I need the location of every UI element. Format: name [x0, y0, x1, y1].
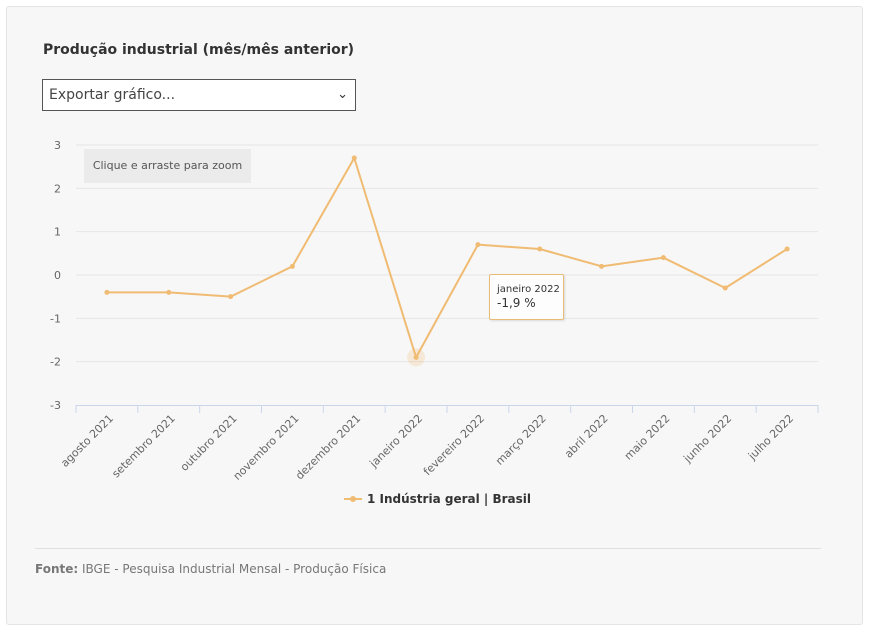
export-select-value: Exportar gráfico...: [49, 87, 176, 103]
y-tick-label: 1: [54, 226, 61, 239]
source-label: Fonte:: [35, 562, 79, 576]
y-tick-label: -1: [50, 312, 61, 325]
divider: [35, 548, 821, 549]
data-point: [166, 289, 172, 295]
zoom-hint: Clique e arraste para zoom: [84, 149, 251, 183]
data-point: [104, 289, 110, 295]
data-point: [537, 246, 543, 252]
y-axis-ticks: 3 2 1 0 -1 -2 -3: [50, 139, 61, 412]
series-line: [105, 157, 789, 359]
x-axis: [75, 405, 819, 413]
series-lines: [104, 155, 790, 367]
x-tick-label: dezembro 2021: [293, 412, 363, 482]
export-chart-select[interactable]: Exportar gráfico... ⌄: [42, 79, 356, 111]
data-point: [475, 242, 481, 248]
x-tick-label: janeiro 2022: [366, 412, 425, 471]
source-note: Fonte: IBGE - Pesquisa Industrial Mensal…: [35, 562, 386, 576]
legend-item[interactable]: 1 Indústria geral | Brasil: [344, 492, 531, 506]
chevron-down-icon: ⌄: [337, 87, 348, 102]
tooltip-value: -1,9 %: [497, 296, 536, 310]
y-tick-label: -2: [50, 356, 61, 369]
source-text: IBGE - Pesquisa Industrial Mensal - Prod…: [82, 562, 387, 576]
x-tick-label: julho 2022: [745, 412, 796, 463]
data-point: [599, 263, 605, 269]
legend-swatch-icon: [344, 494, 362, 504]
data-point: [660, 255, 666, 261]
data-point: [351, 155, 357, 161]
data-point: [784, 246, 790, 252]
x-tick-label: agosto 2021: [58, 412, 116, 470]
tooltip: janeiro 2022 -1,9 %: [489, 274, 564, 320]
tooltip-label: janeiro 2022: [497, 284, 560, 295]
y-tick-label: -3: [50, 399, 61, 412]
chart-grid: [76, 144, 818, 363]
data-point: [289, 263, 295, 269]
x-tick-label: fevereiro 2022: [421, 412, 487, 478]
data-point: [722, 285, 728, 291]
chart-title: Produção industrial (mês/mês anterior): [43, 42, 355, 58]
y-tick-label: 2: [54, 182, 61, 195]
legend-label: 1 Indústria geral | Brasil: [367, 492, 531, 506]
data-point: [228, 294, 234, 300]
x-tick-label: junho 2022: [680, 412, 734, 466]
x-tick-label: novembro 2021: [231, 412, 302, 483]
data-point: [413, 354, 419, 360]
x-tick-label: outubro 2021: [178, 412, 240, 474]
chart-card: Produção industrial (mês/mês anterior) E…: [6, 6, 863, 625]
y-tick-label: 0: [54, 269, 61, 282]
x-tick-label: maio 2022: [622, 412, 673, 463]
y-tick-label: 3: [54, 139, 61, 152]
x-tick-label: setembro 2021: [109, 412, 177, 480]
x-tick-label: abril 2022: [562, 412, 611, 461]
x-tick-label: março 2022: [493, 412, 549, 468]
